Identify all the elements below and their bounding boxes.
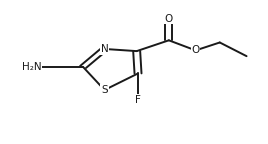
Text: F: F xyxy=(135,95,141,105)
Text: S: S xyxy=(101,85,108,95)
Text: O: O xyxy=(165,14,173,24)
Text: H₂N: H₂N xyxy=(22,62,42,72)
Text: O: O xyxy=(192,45,200,55)
Text: N: N xyxy=(101,44,108,54)
